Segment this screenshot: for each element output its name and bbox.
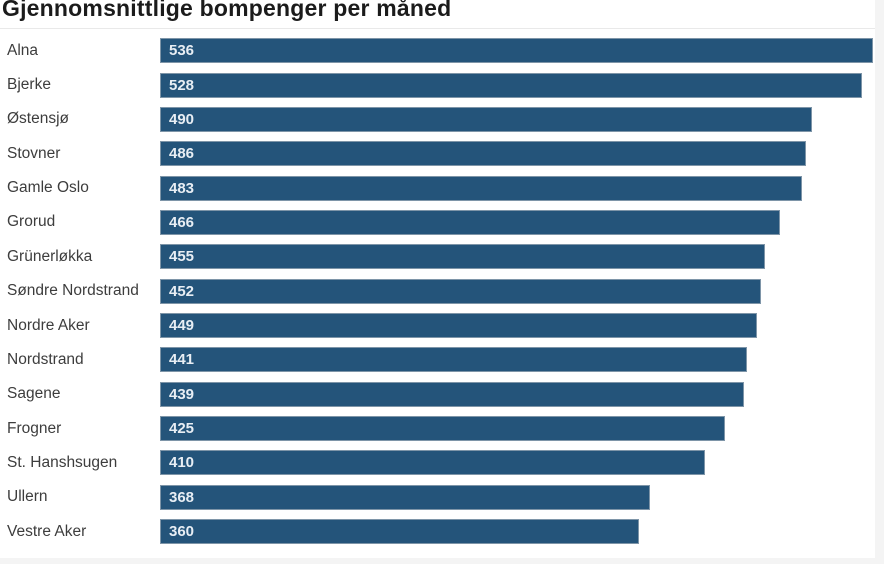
bar-track: 449 <box>160 313 873 339</box>
chart-card: Gjennomsnittlige bompenger per måned Aln… <box>0 0 875 558</box>
bar[interactable]: 449 <box>160 313 758 339</box>
bar[interactable]: 528 <box>160 72 863 98</box>
category-label: Sagene <box>7 385 61 403</box>
category-label: Østensjø <box>7 110 70 128</box>
value-label: 368 <box>169 488 195 506</box>
category-label: Frogner <box>7 419 62 437</box>
bar[interactable]: 425 <box>160 416 726 442</box>
bar-row: Ullern 368 <box>0 480 875 514</box>
bar[interactable]: 360 <box>160 519 639 545</box>
value-label: 449 <box>169 317 195 335</box>
bar-track: 528 <box>160 72 873 98</box>
category-label: Nordre Aker <box>7 316 90 334</box>
bar[interactable]: 486 <box>160 141 807 167</box>
category-label: Stovner <box>7 144 61 162</box>
bar-track: 439 <box>160 381 873 407</box>
bar-row: Vestre Aker 360 <box>0 514 875 548</box>
bar-track: 466 <box>160 209 873 235</box>
bar-row: Nordre Aker 449 <box>0 308 875 342</box>
value-label: 528 <box>169 76 195 94</box>
value-label: 439 <box>169 385 195 403</box>
category-label: Søndre Nordstrand <box>7 282 139 300</box>
value-label: 490 <box>169 110 195 128</box>
bar-row: Sagene 439 <box>0 377 875 411</box>
bar-row: Søndre Nordstrand 452 <box>0 274 875 308</box>
bar[interactable]: 455 <box>160 244 766 270</box>
category-label: St. Hanshsugen <box>7 453 118 471</box>
value-label: 536 <box>169 42 195 60</box>
bar-row: St. Hanshsugen 410 <box>0 446 875 480</box>
bar-row: Frogner 425 <box>0 411 875 445</box>
value-label: 410 <box>169 454 195 472</box>
bar-track: 368 <box>160 484 873 510</box>
value-label: 452 <box>169 282 195 300</box>
bar[interactable]: 490 <box>160 106 812 132</box>
bar-row: Bjerke 528 <box>0 68 875 102</box>
bar-row: Nordstrand 441 <box>0 343 875 377</box>
bar[interactable]: 536 <box>160 38 873 64</box>
bar[interactable]: 410 <box>160 450 706 476</box>
bar-track: 483 <box>160 175 873 201</box>
bar-track: 536 <box>160 38 873 64</box>
value-label: 466 <box>169 213 195 231</box>
bar[interactable]: 439 <box>160 381 744 407</box>
value-label: 483 <box>169 179 195 197</box>
bar-row: Gamle Oslo 483 <box>0 171 875 205</box>
bar-track: 410 <box>160 450 873 476</box>
category-label: Grünerløkka <box>7 247 93 265</box>
chart-title-container: Gjennomsnittlige bompenger per måned <box>0 0 875 24</box>
category-label: Grorud <box>7 213 56 231</box>
bar-track: 425 <box>160 416 873 442</box>
value-label: 360 <box>169 523 195 541</box>
bar-track: 441 <box>160 347 873 373</box>
category-label: Bjerke <box>7 76 51 94</box>
bar[interactable]: 466 <box>160 209 780 235</box>
bar-track: 360 <box>160 519 873 545</box>
category-label: Nordstrand <box>7 350 84 368</box>
category-label: Gamle Oslo <box>7 179 89 197</box>
bar-track: 490 <box>160 106 873 132</box>
bar-track: 486 <box>160 141 873 167</box>
category-label: Vestre Aker <box>7 522 87 540</box>
title-divider <box>0 28 875 29</box>
category-label: Ullern <box>7 488 48 506</box>
bar[interactable]: 483 <box>160 175 803 201</box>
bar-track: 455 <box>160 244 873 270</box>
bar-row: Stovner 486 <box>0 137 875 171</box>
bar-row: Grorud 466 <box>0 205 875 239</box>
bar-track: 452 <box>160 278 873 304</box>
bar[interactable]: 368 <box>160 484 650 510</box>
bar-row: Alna 536 <box>0 34 875 68</box>
value-label: 441 <box>169 351 195 369</box>
value-label: 425 <box>169 420 195 438</box>
category-label: Alna <box>7 41 39 59</box>
bar-chart: Alna 536 Bjerke 528 Østensjø 490 Stovner 486 Gam… <box>0 34 875 549</box>
chart-title: Gjennomsnittlige bompenger per måned <box>2 0 452 21</box>
value-label: 455 <box>169 248 195 266</box>
bar-row: Østensjø 490 <box>0 102 875 136</box>
value-label: 486 <box>169 145 195 163</box>
bar-row: Grünerløkka 455 <box>0 240 875 274</box>
bar[interactable]: 441 <box>160 347 747 373</box>
bar[interactable]: 452 <box>160 278 762 304</box>
